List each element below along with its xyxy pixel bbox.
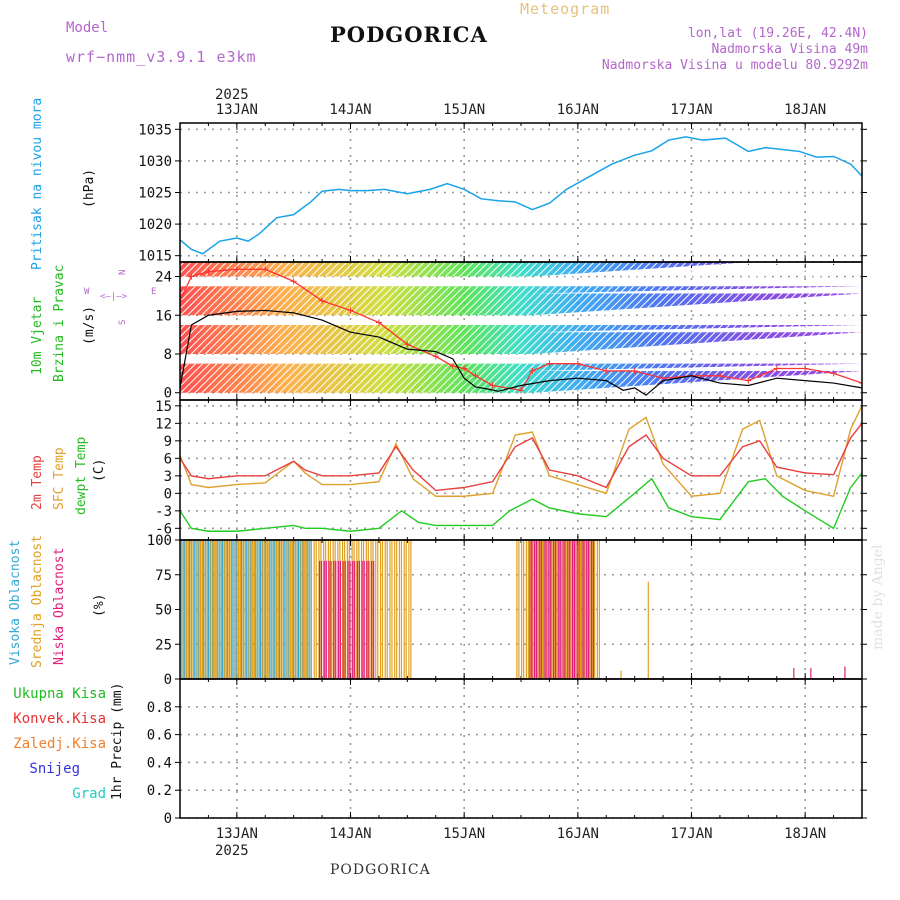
y-tick-label: 100 [147,533,172,549]
sfc-temp-line [180,405,862,498]
temp2m-line [180,422,862,492]
day-label-top: 18JAN [784,102,826,118]
wind-gust-marker [404,341,411,348]
wind-gust-marker [574,360,581,367]
y-tick-label: 25 [155,637,172,653]
wind-gust-marker [472,372,479,379]
y-tick-label: 0.4 [147,755,172,771]
y-tick-label: 3 [164,469,172,485]
day-label-top: 14JAN [329,102,371,118]
meteogram-label: Meteogram [520,0,611,18]
signature: made by Angel [870,544,886,651]
wind-gust-marker [745,377,752,384]
y-tick-label: 1020 [138,217,172,233]
elevation-label: Nadmorska Visina 49m [711,42,868,57]
day-label-bottom: 15JAN [443,826,485,842]
wind-gust-marker [518,387,524,394]
wind-gust-marker [830,370,837,377]
y-tick-label: 16 [155,308,172,324]
lonlat-label: lon,lat (19.26E, 42.4N) [687,26,868,41]
model-elevation-label: Nadmorska Visina u modelu 80.9292m [601,58,868,73]
day-label-bottom: 13JAN [216,826,258,842]
wind-gust-marker [347,307,354,314]
day-label-top: 16JAN [557,102,599,118]
wind-gust-marker [802,365,809,372]
day-label-bottom: 14JAN [329,826,371,842]
year-label-bottom: 2025 [215,843,249,859]
wind-gust-marker [529,367,536,374]
y-tick-label: 15 [155,399,172,415]
y-tick-label: 9 [164,434,172,450]
footer-station: PODGORICA [330,862,431,878]
wind-gust-marker [546,360,553,367]
model-label: Model [66,20,109,36]
wind-gust-marker [188,273,195,280]
y-tick-label: 12 [155,416,172,432]
compass-east: E [151,287,157,297]
y-tick-label: 24 [155,270,172,286]
day-label-top: 17JAN [670,102,712,118]
precip-total-label: Ukupna Kisa [13,686,106,702]
wind-gust-marker [449,363,456,370]
y-tick-label: 1025 [138,186,172,202]
precip-hail-label: Grad [72,786,106,802]
y-tick-label: 75 [155,568,172,584]
cloud-plot [180,540,862,679]
year-label-top: 2025 [215,87,249,103]
compass-arrows: <–|–> [100,292,128,302]
y-tick-label: 8 [164,347,172,363]
wind-hatch-overlay [180,324,862,354]
y-tick-label: 0.6 [147,728,172,744]
wind-gust-marker [319,297,326,304]
precip-frozen-label: Zaledj.Kisa [13,736,106,752]
wind-gust-marker [603,367,610,374]
day-label-top: 15JAN [443,102,485,118]
page-title: PODGORICA [330,22,488,47]
precip-snow-label: Snijeg [29,761,80,777]
wind-gust-marker [180,297,183,304]
day-label-bottom: 16JAN [557,826,599,842]
y-tick-label: 0.2 [147,783,172,799]
y-tick-label: 0.8 [147,700,172,716]
wind-gust-marker [432,353,439,360]
pressure-line [180,136,862,255]
wind-gust-marker [375,319,382,326]
panel-frame [179,122,863,263]
panel-frame [179,678,863,819]
day-label-bottom: 17JAN [670,826,712,842]
wind-hatch-overlay [180,262,862,277]
wind-plot [180,262,862,396]
model-name: wrf−nmm_v3.9.1 e3km [66,48,257,66]
compass-west: W [84,287,90,297]
wind-gust-marker [290,278,297,285]
y-tick-label: 0 [164,486,172,502]
y-tick-label: -3 [155,504,172,520]
y-tick-label: -6 [155,521,172,537]
y-tick-label: 50 [155,603,172,619]
wind-gust-marker [773,365,780,372]
dewpt-line [180,472,862,532]
wind-gust-marker [205,268,212,275]
y-tick-label: 0 [164,672,172,688]
wind-gust-marker [859,380,862,387]
wind-gust-marker [489,382,496,389]
day-label-top: 13JAN [216,102,258,118]
y-tick-label: 0 [164,811,172,827]
y-tick-label: 1015 [138,249,172,265]
y-tick-label: 1035 [138,122,172,138]
wind-gust-marker [631,367,638,374]
wind-hatch-overlay [180,286,862,316]
wind-speed-line [180,309,862,396]
y-tick-label: 1030 [138,154,172,170]
y-tick-label: 0 [164,386,172,402]
y-tick-label: 6 [164,451,172,467]
day-label-bottom: 18JAN [784,826,826,842]
panel-frame [179,539,863,680]
wind-gust-marker [233,266,240,273]
wind-gust-marker [461,365,468,372]
wind-gust-marker [716,372,723,379]
precip-conv-label: Konvek.Kisa [13,711,106,727]
wind-gust-marker [262,266,269,273]
